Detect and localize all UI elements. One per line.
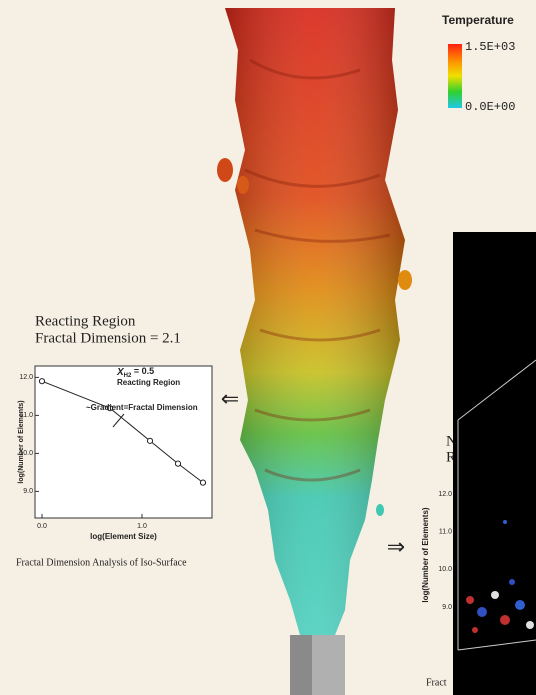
render-view xyxy=(453,232,536,695)
data-point xyxy=(200,480,205,485)
right-panel: ⇒ N R Fract log(Number of Elements) 12.0… xyxy=(387,433,457,688)
y-tick-label: 9.0 xyxy=(442,604,452,611)
y-tick-label: 11.0 xyxy=(439,529,452,536)
y-tick-label: 12.0 xyxy=(19,374,33,381)
caption: Fract xyxy=(426,677,447,688)
annotation: Reacting Region xyxy=(117,378,180,387)
colorbar-scale xyxy=(448,44,462,108)
colorbar-min-label: 0.0E+00 xyxy=(465,100,515,114)
data-point xyxy=(39,379,44,384)
panel-subtitle: Fractal Dimension = 2.1 xyxy=(35,330,181,346)
y-tick-label: 12.0 xyxy=(438,491,452,498)
x-axis-label: log(Element Size) xyxy=(90,532,157,541)
y-axis-label: log(Number of Elements) xyxy=(421,507,430,602)
flame-plume xyxy=(217,8,412,695)
page: { "colorbar": { "title": "Temperature", … xyxy=(0,0,536,695)
caption: Fractal Dimension Analysis of Iso-Surfac… xyxy=(16,557,187,568)
annotation: ~Gradient=Fractal Dimension xyxy=(86,403,198,412)
data-point xyxy=(175,461,180,466)
arrow: ⇒ xyxy=(387,534,405,559)
arrow: ⇐ xyxy=(221,386,239,411)
y-tick-label: 10.0 xyxy=(438,566,452,573)
data-point xyxy=(147,438,152,443)
y-axis-label: log(Number of Elements) xyxy=(18,400,25,483)
figure: Temperature 1.5E+03 0.0E+00 Reacting Reg… xyxy=(0,0,536,695)
annotation-value: = 0.5 xyxy=(131,366,154,376)
colorbar-max-label: 1.5E+03 xyxy=(465,40,515,54)
panel-title: Reacting Region xyxy=(35,313,136,329)
x-tick-label: 1.0 xyxy=(137,523,147,530)
colorbar: Temperature 1.5E+03 0.0E+00 xyxy=(442,13,515,114)
y-tick-label: 9.0 xyxy=(23,488,33,495)
x-tick-label: 0.0 xyxy=(37,523,47,530)
colorbar-title: Temperature xyxy=(442,13,514,27)
